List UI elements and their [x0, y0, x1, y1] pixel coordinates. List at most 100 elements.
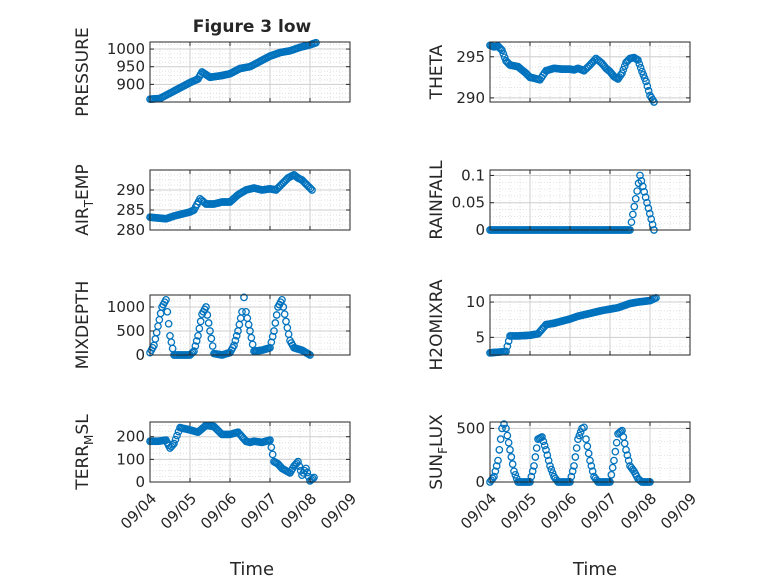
data-point	[494, 456, 502, 465]
y-tick-label: 295	[456, 48, 485, 66]
data-point	[641, 193, 650, 202]
data-point	[582, 435, 590, 443]
data-point	[619, 65, 628, 74]
data-point	[491, 467, 500, 476]
data-point	[637, 177, 646, 185]
x-tick-label: 09/04	[117, 490, 160, 533]
axes-box	[149, 169, 351, 231]
axes-box	[489, 169, 691, 231]
y-tick-label: 0.1	[461, 166, 485, 184]
y-tick-label: 0.05	[452, 194, 485, 212]
data-point	[500, 420, 508, 428]
data-point	[527, 472, 536, 481]
data-point	[162, 295, 170, 304]
data-point	[270, 327, 278, 335]
y-axis-label: PRESSURE	[73, 27, 93, 116]
data-point	[530, 462, 538, 470]
data-point	[266, 436, 274, 444]
y-tick-label: 5	[475, 328, 485, 346]
xlabel-left: Time	[229, 559, 274, 580]
data-point	[588, 467, 597, 476]
data-point	[230, 341, 238, 350]
data-point	[629, 210, 637, 219]
data-point	[204, 319, 213, 327]
data-point	[231, 336, 240, 345]
data-point	[202, 303, 210, 311]
data-point	[631, 194, 640, 203]
data-point	[638, 182, 647, 191]
data-point	[508, 460, 517, 468]
data-point	[267, 443, 276, 452]
data-point	[208, 342, 217, 350]
data-point	[492, 462, 501, 470]
data-point	[542, 446, 550, 454]
y-tick-label: 0	[135, 346, 145, 364]
data-point	[583, 442, 592, 451]
data-point	[203, 311, 212, 319]
y-tick-label: 100	[116, 450, 145, 468]
data-point	[164, 319, 173, 328]
y-axis-label: THETA	[427, 44, 447, 100]
data-point	[635, 60, 644, 68]
data-point	[623, 451, 632, 460]
x-tick-label: 09/06	[197, 490, 240, 533]
x-tick-label: 09/08	[277, 490, 320, 533]
data-point	[499, 49, 508, 58]
y-tick-label: 200	[116, 428, 145, 446]
data-point	[587, 462, 596, 470]
data-point	[503, 431, 512, 440]
data-point	[540, 441, 549, 450]
data-point	[634, 56, 642, 64]
xlabel-right: Time	[572, 559, 617, 580]
x-tick-label: 09/05	[497, 490, 540, 533]
data-point	[294, 457, 302, 466]
data-point	[206, 327, 214, 335]
y-axis-label: H2OMIXRA	[427, 279, 447, 370]
data-point	[546, 462, 554, 470]
y-tick-label: 290	[116, 181, 145, 199]
data-point	[306, 184, 315, 193]
data-point	[303, 468, 312, 477]
data-point	[191, 342, 200, 350]
data-point	[642, 77, 650, 86]
data-point	[570, 462, 578, 470]
data-point	[240, 293, 248, 302]
data-point	[645, 209, 654, 218]
data-point	[644, 86, 653, 95]
x-tick-label: 09/09	[317, 490, 360, 533]
panel-h2omixra: 5 10 H2OMIXRA	[427, 279, 691, 371]
figure-title: Figure 3 low	[193, 17, 312, 37]
data-point	[575, 431, 584, 440]
data-point	[586, 456, 594, 465]
x-tick-label: 09/06	[537, 490, 580, 533]
data-point	[630, 202, 639, 211]
axes-box	[149, 41, 351, 103]
x-tick-label: 09/07	[577, 490, 620, 533]
y-tick-label: 0	[475, 221, 485, 239]
data-point	[503, 342, 512, 351]
data-point	[490, 472, 498, 481]
data-point	[612, 438, 621, 447]
data-point	[312, 38, 320, 47]
data-point	[506, 446, 514, 454]
data-point	[188, 348, 197, 357]
axes-box	[149, 421, 351, 483]
data-point	[173, 431, 181, 440]
data-point	[302, 464, 310, 473]
x-tick-label: 09/09	[657, 490, 700, 533]
data-point	[511, 471, 520, 479]
panel-rainfall: 0 0.05 0.1 RAINFALL	[427, 160, 691, 240]
data-point	[278, 295, 286, 304]
data-point	[644, 204, 653, 213]
y-tick-label: 10	[466, 293, 485, 311]
data-point	[607, 471, 616, 479]
y-axis-label: TERRMSL	[73, 414, 96, 491]
data-point	[543, 451, 552, 460]
data-point	[192, 337, 201, 345]
data-point	[279, 303, 288, 311]
data-point	[624, 456, 633, 465]
data-point	[643, 198, 651, 207]
